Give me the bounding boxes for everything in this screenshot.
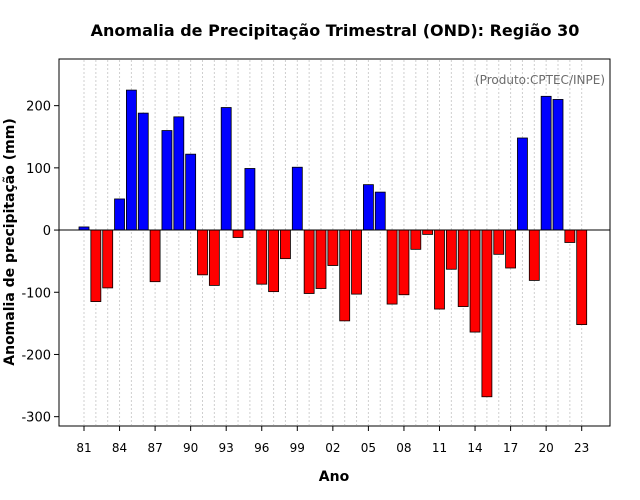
bar-00 <box>303 229 315 294</box>
bar-94 <box>232 229 244 238</box>
bar-05 <box>362 184 374 231</box>
y-tick-label: -200 <box>21 348 51 363</box>
bar-84 <box>114 198 125 231</box>
bar-14 <box>469 229 481 333</box>
bar-01 <box>315 229 327 289</box>
bar-15 <box>481 229 493 398</box>
x-tick-label: 23 <box>574 441 589 455</box>
bar-04 <box>351 229 362 295</box>
bar-98 <box>280 229 291 260</box>
x-tick-label: 81 <box>76 441 91 455</box>
x-tick-label: 17 <box>503 441 518 455</box>
bar-18 <box>517 137 528 231</box>
bar-89 <box>173 116 185 231</box>
bar-87 <box>149 229 161 283</box>
bar-95 <box>244 168 256 231</box>
bar-20 <box>540 95 552 231</box>
y-axis-label: Anomalia de precipitação (mm) <box>2 118 18 365</box>
bar-92 <box>208 229 220 286</box>
x-tick-label: 08 <box>396 441 411 455</box>
y-tick-label: 0 <box>43 224 51 239</box>
bar-82 <box>90 229 102 302</box>
bar-11 <box>434 229 445 310</box>
bar-19 <box>528 229 540 281</box>
credit-text: (Produto:CPTEC/INPE) <box>475 73 605 87</box>
bar-22 <box>564 229 576 243</box>
bar-97 <box>268 229 280 293</box>
bar-09 <box>410 229 422 250</box>
x-tick-label: 02 <box>325 441 340 455</box>
bar-17 <box>505 229 517 269</box>
bar-83 <box>102 229 114 289</box>
y-axis: -300 -200 -100 0 100 200 <box>21 100 59 426</box>
bar-03 <box>339 229 351 322</box>
bar-96 <box>256 229 268 285</box>
chart-title: Anomalia de Precipitação Trimestral (OND… <box>91 21 580 40</box>
bar-12 <box>445 229 457 270</box>
y-tick-label: -100 <box>21 286 51 301</box>
y-tick-label: -300 <box>21 411 51 426</box>
bars <box>78 89 588 398</box>
x-tick-label: 14 <box>467 441 482 455</box>
x-tick-label: 20 <box>539 441 554 455</box>
plot-frame <box>58 58 611 427</box>
bar-02 <box>327 229 339 266</box>
bar-88 <box>161 130 173 231</box>
bar-08 <box>398 229 410 296</box>
bar-86 <box>137 112 149 231</box>
bar-13 <box>457 229 469 307</box>
x-tick-label: 84 <box>112 441 127 455</box>
x-tick-label: 05 <box>361 441 376 455</box>
bar-10 <box>422 229 434 235</box>
bar-06 <box>374 191 386 231</box>
bar-90 <box>185 153 197 231</box>
bar-93 <box>220 107 232 231</box>
x-tick-label: 11 <box>432 441 447 455</box>
x-tick-label: 87 <box>147 441 162 455</box>
x-tick-label: 96 <box>254 441 269 455</box>
bar-99 <box>291 166 303 231</box>
x-tick-label: 90 <box>183 441 198 455</box>
bar-07 <box>386 229 398 305</box>
y-tick-label: 100 <box>26 162 51 177</box>
bar-23 <box>576 229 588 326</box>
x-axis: 81 84 87 90 93 96 99 02 05 08 11 14 17 20 23 <box>76 426 589 455</box>
bar-91 <box>197 229 208 276</box>
bar-21 <box>552 99 564 231</box>
bar-85 <box>126 89 137 231</box>
bar-16 <box>493 229 505 255</box>
x-axis-label: Ano <box>319 469 350 485</box>
x-tick-label: 99 <box>290 441 305 455</box>
x-tick-label: 93 <box>219 441 234 455</box>
y-tick-label: 200 <box>26 100 51 115</box>
